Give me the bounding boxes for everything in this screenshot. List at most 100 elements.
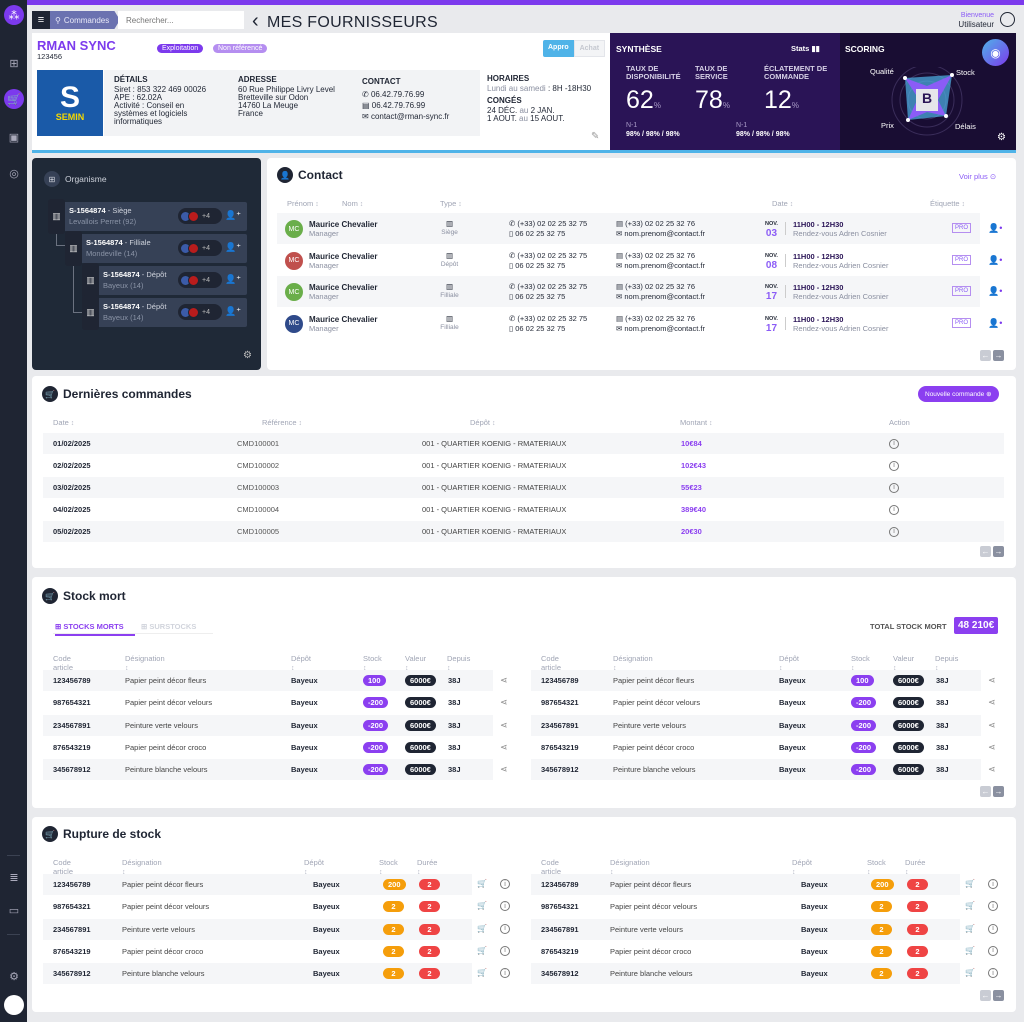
col-header-depot[interactable]: Dépôt	[304, 858, 324, 876]
info-icon[interactable]: i	[500, 879, 510, 889]
user-greeting[interactable]: Bienvenue Utilisateur	[958, 11, 994, 29]
contact-row[interactable]: MC Maurice Chevalier Manager ▥ Siège ✆ (+3…	[277, 213, 980, 244]
toggle-appro[interactable]: Appro	[543, 40, 574, 57]
col-header-code[interactable]: Code article	[53, 858, 73, 885]
contact-phone[interactable]: 06.42.79.76.99	[370, 90, 425, 99]
scoring-logo-icon[interactable]: ◉	[982, 39, 1009, 66]
col-header-since[interactable]: Depuis	[935, 654, 958, 672]
stockout-row[interactable]: 987654321 Papier peint décor velours Bay…	[43, 896, 472, 917]
col-header-since[interactable]: Depuis	[447, 654, 470, 672]
stockout-row[interactable]: 876543219 Papier peint décor croco Bayeu…	[43, 941, 472, 962]
dead-stock-row[interactable]: 345678912 Peinture blanche velours Bayeu…	[531, 759, 981, 781]
sidebar-box-icon[interactable]: ▣	[8, 131, 20, 144]
settings-icon[interactable]: ⚙	[997, 132, 1006, 143]
avatar[interactable]	[4, 995, 24, 1015]
next-page-button[interactable]: →	[993, 990, 1004, 1001]
order-row[interactable]: 05/02/2025 CMD100005 001 - QUARTIER KOEN…	[43, 521, 1004, 542]
stockout-row[interactable]: 345678912 Peinture blanche velours Bayeu…	[531, 963, 960, 985]
dead-stock-row[interactable]: 345678912 Peinture blanche velours Bayeu…	[43, 759, 493, 781]
col-header-value[interactable]: Valeur	[405, 654, 426, 672]
info-icon[interactable]: i	[889, 438, 899, 449]
col-header-duration[interactable]: Durée	[417, 858, 437, 876]
new-order-button[interactable]: Nouvelle commande ⊕	[918, 386, 999, 402]
dead-stock-row[interactable]: 123456789 Papier peint décor fleurs Baye…	[43, 670, 493, 691]
add-to-cart-icon[interactable]: 🛒	[477, 901, 487, 911]
contact-row[interactable]: MC Maurice Chevalier Manager ▥ Dépôt ✆ (+3…	[277, 245, 980, 276]
share-icon[interactable]: ⋖	[500, 697, 508, 708]
prev-page-button[interactable]: ←	[980, 350, 991, 361]
add-user-icon[interactable]: 👤⁺	[225, 210, 241, 220]
add-to-cart-icon[interactable]: 🛒	[965, 901, 975, 911]
info-icon[interactable]: i	[500, 968, 510, 979]
col-header-designation[interactable]: Désignation	[125, 654, 165, 672]
info-icon[interactable]: i	[500, 945, 510, 956]
sidebar-folder-icon[interactable]: ▭	[8, 904, 20, 917]
next-page-button[interactable]: →	[993, 786, 1004, 797]
contact-row[interactable]: MC Maurice Chevalier Manager ▥ Filliale ✆ …	[277, 308, 980, 339]
stats-button[interactable]: Stats ▮▮	[791, 44, 820, 53]
user-icon[interactable]	[1000, 12, 1015, 27]
sidebar-org-icon[interactable]: ⊞	[9, 57, 19, 70]
toggle-achat[interactable]: Achat	[573, 40, 606, 57]
col-header-code[interactable]: Code article	[53, 654, 73, 681]
next-page-button[interactable]: →	[993, 350, 1004, 361]
info-icon[interactable]: i	[889, 504, 899, 515]
org-members[interactable]: +4	[178, 240, 222, 256]
info-icon[interactable]: i	[988, 923, 998, 934]
add-to-cart-icon[interactable]: 🛒	[477, 879, 487, 888]
col-header-code[interactable]: Code article	[541, 858, 561, 885]
stockout-row[interactable]: 234567891 Peinture verte velours Bayeux …	[43, 918, 472, 940]
add-contact-icon[interactable]: 👤•	[988, 223, 1003, 233]
add-user-icon[interactable]: 👤⁺	[225, 274, 241, 284]
share-icon[interactable]: ⋖	[988, 741, 996, 752]
col-header-amount[interactable]: Montant	[680, 418, 713, 427]
see-more-link[interactable]: Voir plus ⊙	[959, 172, 997, 181]
share-icon[interactable]: ⋖	[500, 675, 508, 685]
col-header-stock[interactable]: Stock	[363, 654, 382, 672]
add-contact-icon[interactable]: 👤•	[988, 254, 1003, 265]
dead-stock-row[interactable]: 234567891 Peinture verte velours Bayeux …	[531, 714, 981, 736]
stockout-row[interactable]: 987654321 Papier peint décor velours Bay…	[531, 896, 960, 917]
info-icon[interactable]: i	[988, 901, 998, 912]
order-row[interactable]: 02/02/2025 CMD100002 001 - QUARTIER KOEN…	[43, 455, 1004, 476]
col-header-last[interactable]: Nom	[342, 199, 363, 208]
dead-stock-row[interactable]: 876543219 Papier peint décor croco Bayeu…	[531, 737, 981, 758]
col-header-depot[interactable]: Dépôt	[291, 654, 311, 672]
dead-stock-row[interactable]: 234567891 Peinture verte velours Bayeux …	[43, 714, 493, 736]
info-icon[interactable]: i	[500, 923, 510, 934]
add-contact-icon[interactable]: 👤•	[988, 317, 1003, 328]
stockout-row[interactable]: 234567891 Peinture verte velours Bayeux …	[531, 918, 960, 940]
col-header-type[interactable]: Type	[440, 199, 462, 208]
info-icon[interactable]: i	[988, 968, 998, 979]
dead-stock-row[interactable]: 987654321 Papier peint décor velours Bay…	[531, 692, 981, 713]
col-header-ref[interactable]: Référence	[262, 418, 302, 427]
col-header-designation[interactable]: Désignation	[610, 858, 650, 876]
col-header-duration[interactable]: Durée	[905, 858, 925, 876]
org-members[interactable]: +4	[178, 272, 222, 288]
org-members[interactable]: +4	[178, 304, 222, 320]
prev-page-button[interactable]: ←	[980, 990, 991, 1001]
add-to-cart-icon[interactable]: 🛒	[965, 879, 975, 888]
col-header-depot[interactable]: Dépôt	[792, 858, 812, 876]
col-header-first[interactable]: Prénom	[287, 199, 319, 208]
org-members[interactable]: +4	[178, 208, 222, 224]
org-node[interactable]: ▥ S-1564874 - Filliale Mondeville (14) +…	[65, 231, 247, 266]
org-node[interactable]: ▥ S-1564874 - Siège Levallois Perret (92…	[48, 199, 247, 234]
settings-icon[interactable]: ⚙	[243, 350, 252, 361]
settings-icon[interactable]: ⚙	[9, 970, 19, 983]
search-scope-chip[interactable]: ⚲ Commandes	[50, 11, 120, 29]
stockout-row[interactable]: 123456789 Papier peint décor fleurs Baye…	[531, 874, 960, 895]
prev-page-button[interactable]: ←	[980, 546, 991, 557]
prev-page-button[interactable]: ←	[980, 786, 991, 797]
col-header-code[interactable]: Code article	[541, 654, 561, 681]
dead-stock-row[interactable]: 123456789 Papier peint décor fleurs Baye…	[531, 670, 981, 691]
col-header-depot[interactable]: Dépôt	[779, 654, 799, 672]
menu-button[interactable]: ≡	[32, 11, 50, 29]
share-icon[interactable]: ⋖	[500, 741, 508, 752]
add-to-cart-icon[interactable]: 🛒	[965, 945, 975, 955]
col-header-date[interactable]: Date	[53, 418, 74, 427]
sidebar-target-icon[interactable]: ◎	[9, 167, 19, 180]
share-icon[interactable]: ⋖	[988, 675, 996, 685]
col-header-designation[interactable]: Désignation	[122, 858, 162, 876]
search-input[interactable]	[118, 11, 244, 29]
